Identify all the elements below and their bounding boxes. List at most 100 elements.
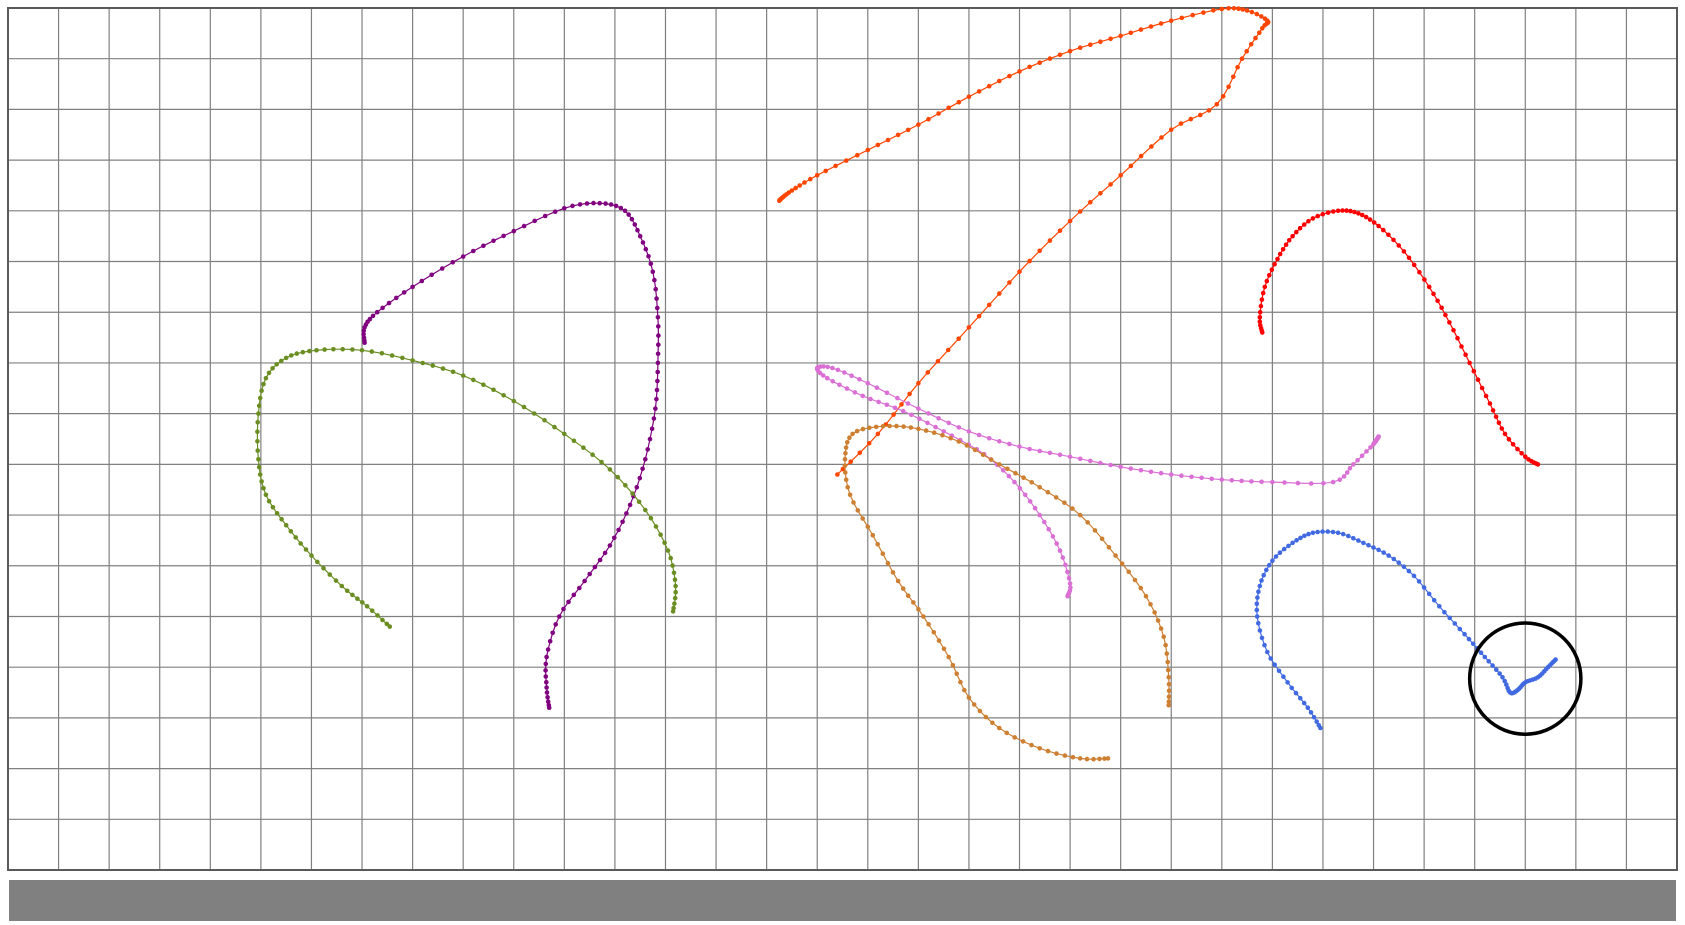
trajectory-point [542, 213, 548, 219]
trajectory-point [1479, 385, 1485, 391]
trajectory-point [1219, 477, 1225, 482]
trajectory-point [298, 541, 304, 546]
trajectory-point [1386, 553, 1391, 558]
trajectory-point [926, 116, 931, 122]
trajectory-point [1037, 248, 1042, 254]
trajectory-point [1256, 621, 1261, 626]
trajectory-point [916, 406, 921, 411]
trajectory-point [1310, 216, 1316, 221]
trajectory-point [814, 173, 820, 178]
trajectory-point [1190, 12, 1195, 18]
trajectory-point [880, 551, 886, 556]
trajectory-point [956, 336, 961, 342]
trajectory-point [1305, 705, 1311, 710]
trajectory-point [986, 436, 992, 441]
trajectory-point [1159, 135, 1164, 140]
trajectory-point [1366, 542, 1371, 548]
trajectory-point [1022, 492, 1028, 498]
trajectory-point [1272, 662, 1277, 667]
trajectory-point [1348, 208, 1353, 214]
trajectory-point [845, 484, 850, 490]
trajectory-point [1442, 609, 1447, 615]
trajectory-point [544, 690, 550, 695]
trajectory-point [1285, 680, 1290, 685]
trajectory-point [946, 420, 951, 426]
trajectory-point [977, 708, 983, 714]
trajectory-point [1496, 420, 1502, 426]
trajectory-point [1406, 568, 1412, 574]
trajectory-point [259, 388, 264, 394]
trajectory-point [256, 403, 262, 409]
trajectory-point [948, 435, 953, 441]
trajectory-point [1364, 449, 1369, 454]
trajectory-point [481, 243, 486, 249]
trajectory-point [283, 355, 289, 361]
trajectory-point [875, 431, 881, 437]
trajectory-point [557, 614, 562, 619]
trajectory-point [875, 542, 880, 547]
trajectory-point [654, 396, 659, 402]
trajectory-point [1017, 269, 1022, 275]
trajectory-point [1253, 35, 1258, 41]
trajectory-point [1435, 298, 1440, 304]
trajectory-point [876, 399, 881, 405]
trajectory-point [1452, 621, 1458, 626]
trajectory-point [956, 99, 962, 105]
trajectory-point [1483, 393, 1489, 399]
trajectory-point [375, 613, 380, 618]
trajectory-point [1257, 628, 1263, 633]
trajectory-point [1067, 581, 1073, 586]
trajectory-point [956, 439, 962, 444]
trajectory-point [1376, 547, 1381, 553]
trajectory-point [1260, 290, 1266, 296]
trajectory-point [1314, 719, 1319, 724]
trajectory-point [620, 519, 625, 525]
trajectory-point [1459, 344, 1464, 349]
trajectory-point [860, 516, 865, 521]
trajectory-point [966, 695, 972, 700]
trajectory-point [1286, 238, 1292, 243]
trajectory-point [976, 313, 982, 319]
trajectory-point [632, 222, 638, 227]
trajectory-point [1280, 247, 1286, 252]
trajectory-point [1012, 479, 1017, 485]
trajectory-point [616, 527, 621, 533]
trajectory-point [860, 426, 866, 432]
trajectory-point [950, 663, 956, 668]
trajectory-point [1201, 10, 1206, 15]
trajectory-point [261, 485, 266, 491]
trajectory-point [545, 647, 551, 652]
trajectory-point [946, 105, 951, 111]
trajectory-point [294, 351, 300, 356]
trajectory-point [899, 402, 904, 407]
trajectory-point [1007, 73, 1012, 79]
trajectory-point [1088, 200, 1093, 205]
trajectory-point [577, 585, 582, 591]
trajectory-point [650, 269, 656, 275]
trajectory-point [1231, 6, 1237, 11]
trajectory-point [936, 111, 941, 116]
highlight-circle [1467, 621, 1583, 736]
trajectory-point [1298, 695, 1303, 701]
trajectory-point [651, 416, 657, 421]
trajectory-point [1166, 681, 1172, 687]
trajectory-point [1494, 667, 1499, 672]
trajectory-point [1219, 6, 1225, 12]
trajectory-point [460, 254, 466, 259]
trajectory-point [1047, 56, 1053, 61]
trajectory-point [1214, 102, 1220, 107]
trajectory-point [1320, 529, 1325, 534]
trajectory-point [1422, 277, 1427, 282]
trajectory-point [855, 152, 860, 158]
trajectory-point [562, 431, 567, 437]
trajectory-point [274, 511, 280, 516]
trajectory-point [1315, 529, 1320, 535]
trajectory-point [936, 416, 941, 421]
trajectory-point [1363, 214, 1369, 220]
trajectory-point [1320, 211, 1326, 217]
trajectory-point [673, 589, 678, 595]
trajectory-point [256, 457, 261, 462]
trajectory-point [672, 595, 678, 601]
trajectory-point [843, 477, 849, 483]
trajectory-point [1259, 479, 1264, 485]
